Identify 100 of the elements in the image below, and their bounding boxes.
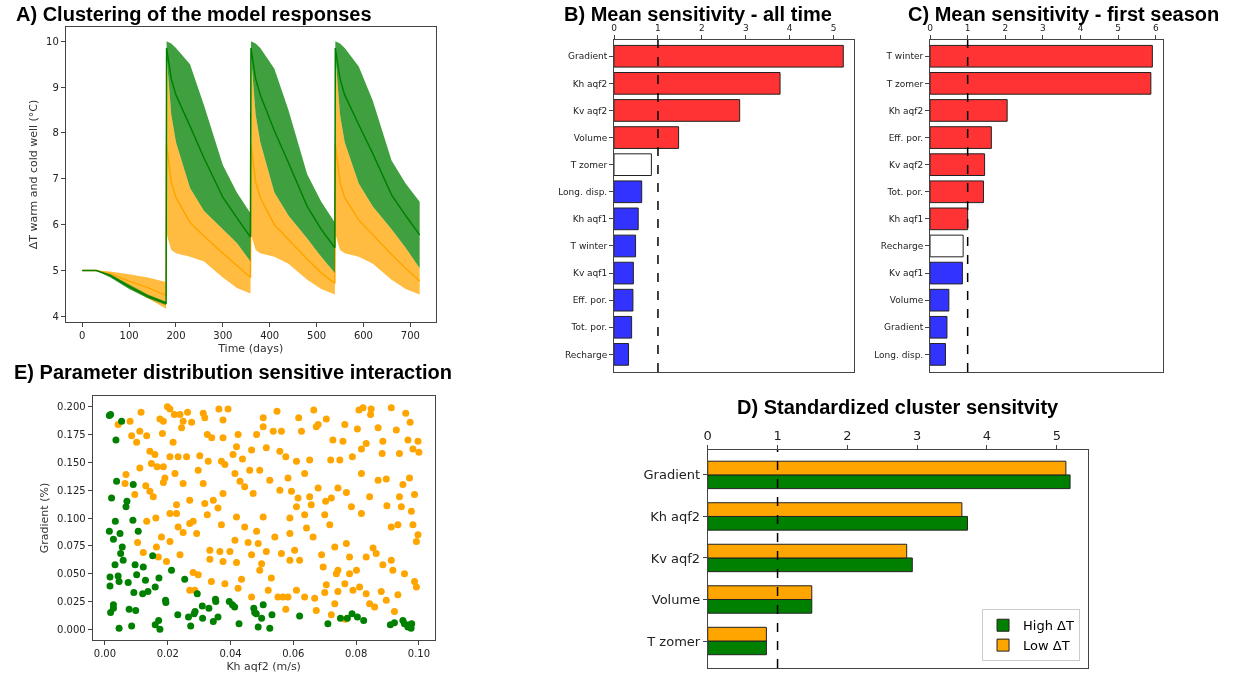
- y-tick-label: T winter: [885, 51, 924, 62]
- bar: [930, 207, 969, 231]
- y-tick-label: 0.075: [57, 540, 86, 552]
- bar: [930, 234, 964, 258]
- y-tick-label: Volume: [889, 295, 924, 306]
- x-tick-label: 5: [1115, 23, 1122, 34]
- y-tick-label: Kv aqf1: [889, 268, 924, 279]
- y-tick-label: Kh aqf1: [572, 214, 608, 225]
- legend-label: Low ΔT: [1023, 638, 1070, 654]
- x-tick-label: 0.00: [93, 648, 117, 659]
- y-tick-label: Kh aqf2: [650, 508, 701, 524]
- y-tick-label: 6: [52, 219, 59, 231]
- y-tick-label: Eff. por.: [572, 295, 608, 306]
- y-tick-label: Kv aqf2: [889, 159, 924, 170]
- bar: [614, 99, 741, 122]
- y-tick-label: Volume: [651, 592, 701, 608]
- x-tick-label: 0: [927, 23, 934, 34]
- y-tick-label: 4: [52, 310, 59, 322]
- x-tick-label: 0.04: [219, 648, 242, 659]
- y-tick-label: 0.200: [57, 401, 86, 413]
- y-tick-label: Gradient: [568, 51, 608, 62]
- y-tick-label: Tot. por.: [886, 186, 924, 197]
- x-tick-label: 0.02: [156, 648, 179, 659]
- bar: [614, 44, 844, 68]
- bar: [614, 126, 680, 149]
- y-tick-label: 0.175: [57, 429, 86, 441]
- x-tick-label: 4: [1077, 23, 1084, 34]
- x-tick-label: 200: [166, 330, 186, 341]
- x-tick-label: 1: [655, 23, 661, 34]
- y-tick-label: T zomer: [569, 159, 608, 170]
- x-tick-label: 3: [1040, 23, 1046, 34]
- bar: [614, 343, 630, 366]
- x-axis-title: Kh aqf2 (m/s): [226, 660, 301, 673]
- y-tick-label: Kv aqf2: [573, 105, 608, 116]
- y-tick-label: 5: [52, 265, 59, 277]
- bar: [930, 180, 984, 204]
- x-tick-label: 400: [260, 330, 280, 341]
- chart-title: D) Standardized cluster sensitvity: [737, 396, 1060, 418]
- y-tick-label: 7: [52, 173, 59, 185]
- x-tick-label: 0.06: [282, 648, 305, 659]
- bar: [614, 153, 652, 177]
- bar: [614, 72, 781, 95]
- bar: [614, 288, 634, 312]
- x-tick-label: 2: [1002, 23, 1009, 34]
- bar: [930, 343, 946, 366]
- x-tick-label: 3: [913, 427, 922, 443]
- x-tick-label: 4: [982, 427, 992, 443]
- y-tick-label: Volume: [573, 132, 608, 143]
- x-tick-label: 0.10: [407, 648, 431, 659]
- y-tick-label: 0.050: [57, 568, 86, 580]
- bar: [930, 153, 986, 177]
- bar: [930, 99, 1008, 122]
- x-tick-label: 300: [213, 330, 233, 341]
- y-tick-label: 0.000: [57, 623, 86, 635]
- y-tick-label: Long. disp.: [558, 186, 608, 197]
- y-tick-label: 10: [46, 35, 59, 47]
- bar: [930, 44, 1153, 68]
- x-tick-label: 0: [703, 427, 712, 443]
- y-tick-label: Eff. por.: [888, 132, 924, 143]
- y-axis-title: ΔT warm and cold well (°C): [26, 99, 40, 250]
- x-tick-label: 5: [1052, 427, 1061, 443]
- chart-title: E) Parameter distribution sensitive interaction: [14, 361, 452, 383]
- bar: [930, 72, 1152, 95]
- x-tick-label: 1: [773, 427, 782, 443]
- y-tick-label: T zomer: [646, 633, 701, 649]
- y-tick-label: Recharge: [564, 349, 608, 360]
- x-tick-label: 500: [307, 330, 327, 341]
- y-tick-label: Kh aqf1: [888, 214, 924, 225]
- chart-title: B) Mean sensitivity - all time: [564, 3, 832, 25]
- y-tick-label: Tot. por.: [570, 322, 608, 333]
- y-tick-label: 0.125: [57, 484, 86, 496]
- x-tick-label: 2: [699, 23, 705, 34]
- x-tick-label: 3: [742, 23, 749, 34]
- y-tick-label: Kv aqf2: [650, 550, 701, 566]
- y-tick-label: 9: [52, 81, 59, 93]
- bar: [930, 288, 950, 312]
- y-axis-title: Gradient (%): [37, 482, 51, 554]
- y-tick-label: Kv aqf1: [573, 268, 608, 279]
- x-tick-label: 0: [611, 23, 618, 34]
- bar: [614, 207, 639, 231]
- y-tick-label: Recharge: [880, 241, 924, 252]
- bar: [614, 234, 637, 258]
- x-tick-label: 100: [119, 330, 139, 341]
- x-axis-title: Time (days): [217, 342, 284, 356]
- x-tick-label: 4: [786, 23, 793, 34]
- bar: [614, 180, 643, 204]
- legend-label: High ΔT: [1023, 618, 1074, 634]
- x-tick-label: 600: [353, 330, 373, 341]
- y-tick-label: T winter: [569, 241, 608, 252]
- bar: [930, 315, 948, 339]
- bar: [930, 261, 963, 285]
- bar: [614, 315, 633, 339]
- y-tick-label: Kh aqf2: [572, 78, 608, 89]
- x-tick-label: 2: [843, 427, 852, 443]
- x-tick-label: 0: [79, 330, 86, 341]
- y-tick-label: 0.025: [57, 595, 86, 607]
- y-tick-label: Long. disp.: [874, 349, 924, 360]
- y-tick-label: T zomer: [885, 78, 924, 89]
- y-tick-label: Gradient: [884, 322, 924, 333]
- x-tick-label: 5: [830, 23, 837, 34]
